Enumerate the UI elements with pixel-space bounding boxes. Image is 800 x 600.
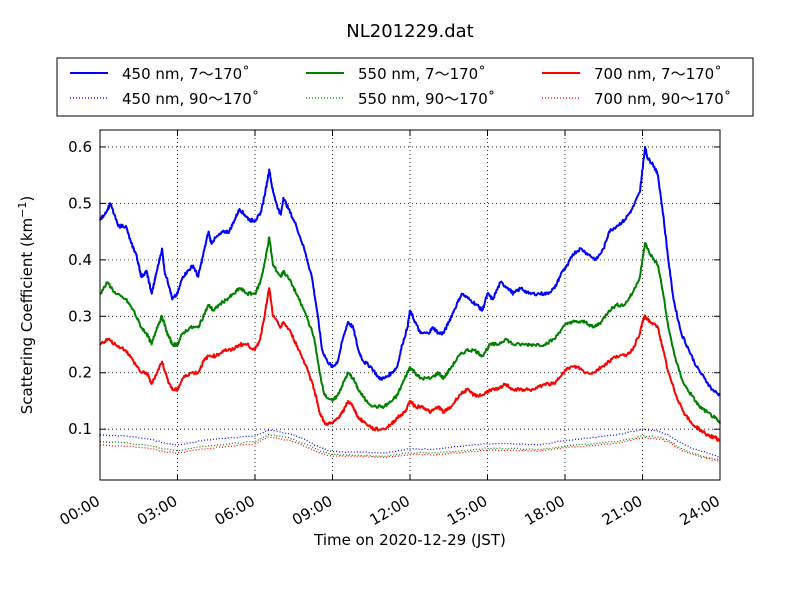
series-line	[99, 428, 721, 458]
chart-title: NL201229.dat	[346, 21, 473, 42]
y-tick-label: 0.4	[68, 251, 92, 269]
legend-label: 550 nm, 90～170˚	[358, 90, 495, 108]
legend: 450 nm, 7～170˚ 450 nm, 90～170˚ 550 nm, 7～1…	[56, 57, 754, 117]
x-tick-label: 12:00	[367, 492, 413, 529]
y-tick-label: 0.5	[68, 194, 92, 212]
grid	[100, 130, 720, 480]
series-line	[99, 145, 721, 397]
series-line	[99, 236, 721, 424]
x-tick-label: 24:00	[677, 492, 723, 529]
y-axis-label: Scattering Coefficient (km−1)	[16, 196, 36, 415]
y-axis-label-sup: −1	[16, 202, 29, 218]
x-tick-label: 18:00	[522, 492, 568, 529]
legend-label: 550 nm, 7～170˚	[358, 65, 486, 83]
legend-label: 450 nm, 7～170˚	[122, 65, 250, 83]
x-axis-label: Time on 2020-12-29 (JST)	[313, 531, 506, 549]
x-tick-label: 03:00	[134, 492, 180, 529]
legend-label: 700 nm, 90～170˚	[594, 90, 731, 108]
series-lines	[99, 145, 721, 462]
x-tick-label: 15:00	[444, 492, 490, 529]
y-tick-label: 0.3	[68, 307, 92, 325]
y-axis-label-main: Scattering Coefficient (km	[18, 218, 36, 414]
x-tick-label: 21:00	[599, 492, 645, 529]
series-line	[99, 436, 720, 462]
x-tick-label: 09:00	[289, 492, 335, 529]
y-tick-label: 0.1	[68, 420, 92, 438]
y-tick-label: 0.2	[68, 364, 92, 382]
legend-box	[56, 57, 754, 117]
y-axis-label-close: )	[18, 196, 36, 202]
legend-label: 450 nm, 90～170˚	[122, 90, 259, 108]
plot-area: 0.1 0.2 0.3 0.4 0.5 0.6 00:00 03:00 06:00 09:00 12…	[57, 129, 723, 529]
x-tick-label: 00:00	[57, 492, 103, 529]
x-tick-label: 06:00	[212, 492, 258, 529]
y-tick-label: 0.6	[68, 138, 92, 156]
legend-label: 700 nm, 7～170˚	[594, 65, 722, 83]
series-line	[99, 433, 721, 461]
series-line	[99, 287, 721, 442]
